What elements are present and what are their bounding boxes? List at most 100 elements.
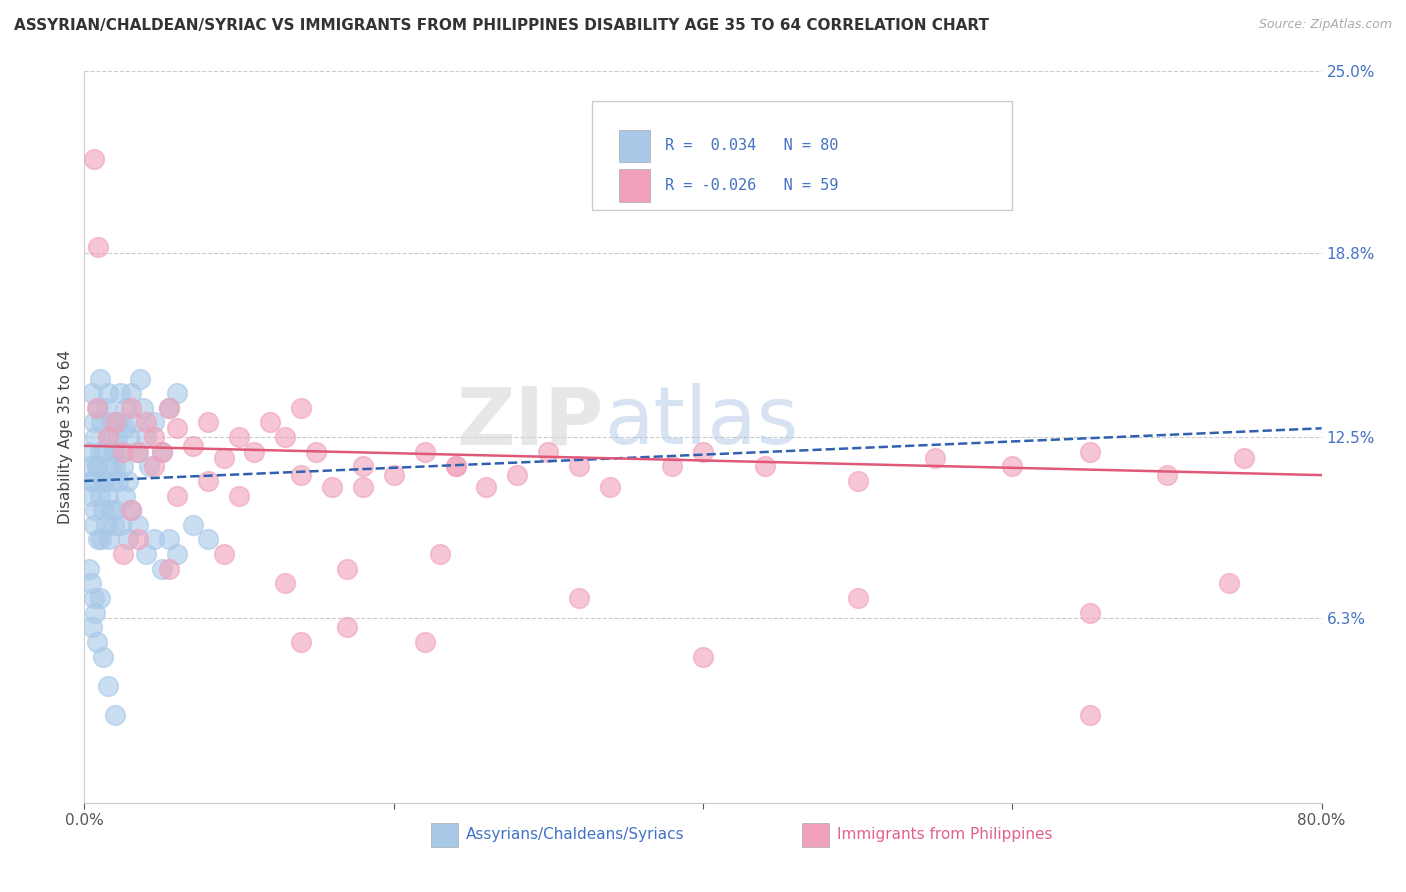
Point [86,459,108,474]
Point [96,386,118,401]
Point [101,416,124,430]
Point [1078,606,1101,620]
Y-axis label: Disability Age 35 to 64: Disability Age 35 to 64 [58,350,73,524]
Text: ASSYRIAN/CHALDEAN/SYRIAC VS IMMIGRANTS FROM PHILIPPINES DISABILITY AGE 35 TO 64 : ASSYRIAN/CHALDEAN/SYRIAC VS IMMIGRANTS F… [14,18,988,33]
Point [103,517,125,532]
Point [290,635,312,649]
Point [125,444,148,458]
Point [1078,444,1101,458]
Point [101,474,124,488]
Point [243,444,266,458]
Point [118,430,141,444]
Point [568,591,591,605]
Point [754,459,776,474]
Point [79,489,101,503]
Point [94,517,117,532]
Point [114,489,136,503]
Point [444,459,467,474]
Point [104,708,127,723]
Point [89,371,111,385]
Point [79,576,101,591]
Point [96,679,118,693]
Point [104,503,127,517]
Point [94,401,117,415]
Point [82,474,104,488]
Point [114,421,136,435]
Point [846,474,869,488]
Text: Source: ZipAtlas.com: Source: ZipAtlas.com [1258,18,1392,31]
Point [352,459,374,474]
Point [336,562,359,576]
Point [568,459,591,474]
Point [143,430,166,444]
Point [143,459,166,474]
Point [91,444,114,458]
Point [166,547,188,561]
Point [181,517,204,532]
Point [127,517,149,532]
Point [166,489,188,503]
Text: R = -0.026   N = 59: R = -0.026 N = 59 [665,178,838,194]
Point [143,416,166,430]
Point [105,430,128,444]
Point [108,386,131,401]
Point [150,444,173,458]
Point [197,416,219,430]
Text: Assyrians/Chaldeans/Syriacs: Assyrians/Chaldeans/Syriacs [465,828,685,842]
Point [87,533,110,547]
Point [135,416,157,430]
Point [321,480,343,494]
Point [413,635,436,649]
Point [107,416,129,430]
Point [475,480,498,494]
Point [86,459,108,474]
Point [127,444,149,458]
Point [96,430,118,444]
Point [100,459,122,474]
Bar [430,823,458,847]
Text: Immigrants from Philippines: Immigrants from Philippines [837,828,1052,842]
Point [274,576,297,591]
Point [1078,708,1101,723]
Point [599,480,621,494]
Point [159,401,180,415]
Point [135,547,157,561]
Point [382,468,405,483]
Point [83,416,105,430]
Point [692,444,714,458]
Point [91,503,114,517]
Point [90,416,112,430]
Point [166,421,188,435]
Point [429,547,451,561]
Point [122,416,145,430]
Point [138,459,160,474]
Point [1233,450,1256,465]
Point [86,401,108,415]
Point [86,635,108,649]
Text: R =  0.034   N = 80: R = 0.034 N = 80 [665,138,838,153]
Point [181,439,204,453]
Point [846,591,869,605]
Point [84,606,107,620]
Point [98,533,121,547]
Point [143,533,166,547]
Point [84,430,107,444]
Point [290,468,312,483]
Point [115,401,138,415]
Point [129,371,152,385]
Point [661,459,683,474]
Bar [801,823,830,847]
Point [212,547,235,561]
Point [83,517,105,532]
Point [98,430,121,444]
Bar [619,129,650,162]
Point [159,533,180,547]
FancyBboxPatch shape [592,101,1012,211]
Point [107,474,129,488]
Point [228,430,250,444]
Point [83,152,105,166]
Point [82,474,104,488]
Point [120,503,142,517]
Point [127,533,149,547]
Point [159,401,180,415]
